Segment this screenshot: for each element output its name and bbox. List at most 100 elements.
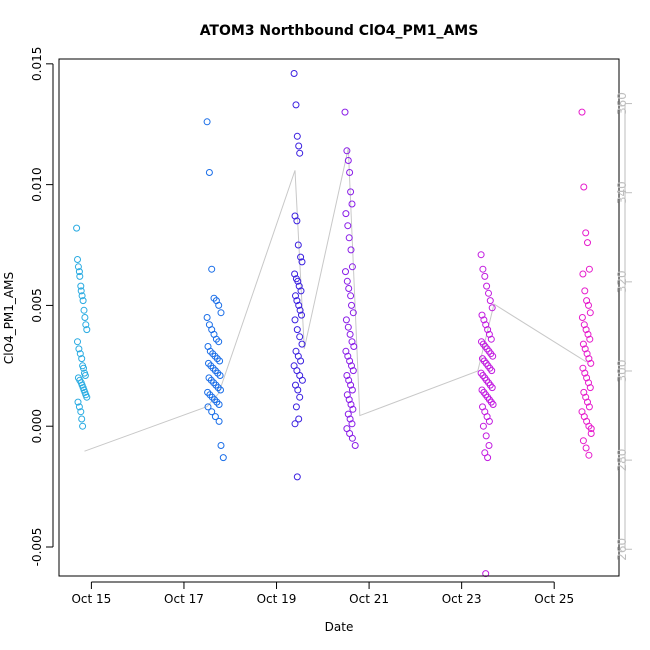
data-point <box>80 306 88 314</box>
data-point <box>78 355 86 363</box>
points-layer <box>73 70 595 578</box>
data-point <box>583 374 591 382</box>
data-point <box>295 415 303 423</box>
right-y-tick-label: 320 <box>615 270 629 293</box>
data-point <box>74 398 82 406</box>
data-point <box>585 355 593 363</box>
data-point <box>342 210 350 218</box>
data-point <box>298 340 306 348</box>
data-point <box>290 70 298 77</box>
data-point <box>211 352 219 360</box>
data-point <box>296 149 304 157</box>
data-point <box>478 311 486 319</box>
data-point <box>215 401 223 408</box>
data-point <box>292 403 300 411</box>
data-point <box>213 398 221 406</box>
data-point <box>584 239 591 247</box>
data-point <box>215 338 223 346</box>
y-tick-label: 0.000 <box>30 409 44 443</box>
data-point <box>294 241 302 249</box>
data-point <box>583 297 591 305</box>
data-point <box>74 256 81 263</box>
data-point <box>580 388 588 396</box>
data-point <box>585 403 593 411</box>
data-point <box>206 347 214 355</box>
right-y-tick-label: 300 <box>615 360 629 383</box>
data-point <box>345 376 353 384</box>
series-4 <box>341 108 359 449</box>
data-point <box>585 451 593 459</box>
data-point <box>584 330 592 338</box>
data-point <box>485 417 493 425</box>
data-point <box>295 282 303 290</box>
data-point <box>296 393 304 401</box>
x-tick-label: Oct 23 <box>442 592 482 606</box>
data-point <box>210 294 218 302</box>
data-point <box>349 405 357 413</box>
data-point <box>346 169 354 176</box>
right-y-tick-label: 340 <box>615 181 629 204</box>
data-point <box>350 343 358 350</box>
data-point <box>482 432 490 440</box>
data-point <box>81 314 89 321</box>
data-point <box>203 118 211 126</box>
data-point <box>83 393 91 401</box>
data-point <box>75 268 83 276</box>
data-point <box>587 430 595 437</box>
data-point <box>298 311 305 319</box>
data-point <box>346 330 354 338</box>
data-point <box>584 398 591 406</box>
data-point <box>482 570 490 578</box>
data-point <box>582 229 590 237</box>
data-point <box>78 292 86 300</box>
data-point <box>344 352 352 360</box>
y-tick-label: 0.010 <box>30 167 44 201</box>
data-point <box>348 338 356 346</box>
x-tick-label: Oct 21 <box>349 592 389 606</box>
data-point <box>483 282 491 290</box>
data-point <box>207 376 215 384</box>
data-point <box>75 345 83 353</box>
data-point <box>347 401 355 408</box>
data-point <box>348 386 356 394</box>
data-point <box>345 285 353 292</box>
data-point <box>579 270 587 278</box>
data-point <box>488 384 496 392</box>
data-point <box>586 335 594 343</box>
data-point <box>578 314 586 321</box>
data-point <box>204 388 212 396</box>
data-point <box>348 420 356 428</box>
data-point <box>477 251 485 259</box>
data-point <box>79 297 87 305</box>
data-point <box>77 408 85 416</box>
data-point <box>291 316 299 324</box>
data-point <box>344 323 352 331</box>
data-point <box>345 396 353 404</box>
data-point <box>208 393 216 401</box>
series-2 <box>203 118 227 462</box>
data-point <box>479 265 487 273</box>
data-point <box>292 101 300 109</box>
data-point <box>581 345 589 353</box>
data-point <box>348 200 356 208</box>
data-point <box>74 338 81 346</box>
data-point <box>294 277 302 285</box>
data-point <box>484 454 492 462</box>
data-point <box>215 417 223 425</box>
data-point <box>216 357 224 365</box>
data-point <box>581 369 589 377</box>
data-point <box>204 403 212 411</box>
data-point <box>291 420 299 428</box>
data-point <box>83 326 91 334</box>
data-point <box>348 263 356 271</box>
data-point <box>582 326 590 334</box>
data-point <box>349 309 357 317</box>
data-point <box>346 415 354 423</box>
data-point <box>587 359 595 367</box>
data-point <box>209 364 217 372</box>
data-point <box>76 350 84 358</box>
data-point <box>293 217 301 225</box>
data-point <box>206 391 214 399</box>
data-point <box>343 391 351 399</box>
